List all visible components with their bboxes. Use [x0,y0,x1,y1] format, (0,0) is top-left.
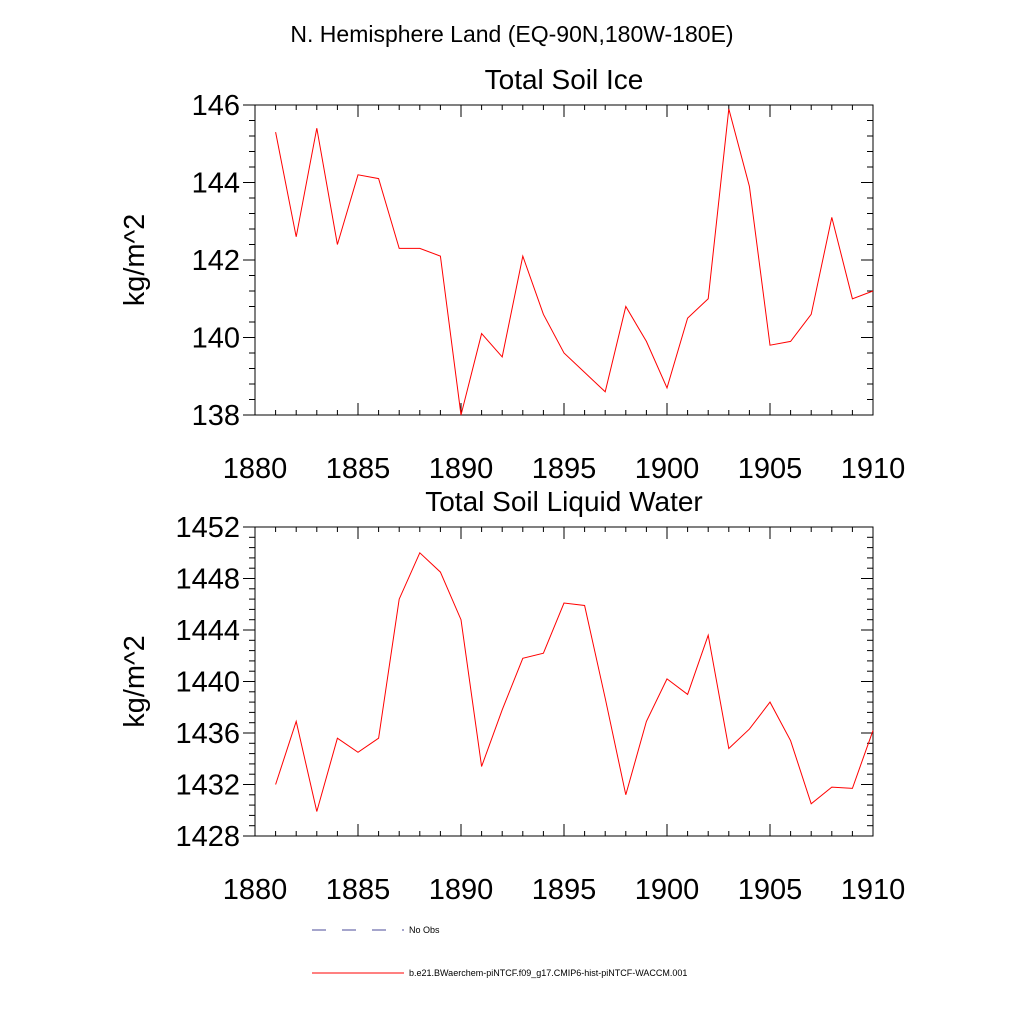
x-tick-label: 1885 [326,453,391,485]
x-tick-label: 1895 [532,453,597,485]
x-tick-label: 1895 [532,874,597,906]
y-tick-label: 140 [192,323,240,355]
y-tick-label: 1444 [175,615,240,647]
x-tick-label: 1885 [326,874,391,906]
series-line [275,551,874,812]
x-tick-label: 1910 [841,874,906,906]
x-tick-label: 1900 [635,874,700,906]
legend: No Obs b.e21.BWaerchem-piNTCF.f09_g17.CM… [312,925,687,978]
x-tick-label: 1890 [429,874,494,906]
y-tick-label: 142 [192,245,240,277]
y-tick-label: 1436 [175,718,240,750]
plot-frame [254,104,874,416]
legend-label-model: b.e21.BWaerchem-piNTCF.f09_g17.CMIP6-his… [409,968,687,978]
y-tick-label: 1448 [175,564,240,596]
x-tick-label: 1880 [223,453,288,485]
x-tick-label: 1905 [738,874,803,906]
figure-suptitle: N. Hemisphere Land (EQ-90N,180W-180E) [290,21,733,47]
x-tick-label: 1910 [841,453,906,485]
y-axis-label: kg/m^2 [119,214,151,307]
y-tick-label: 144 [192,168,240,200]
y-tick-label: 1428 [175,821,240,853]
plot-frame [254,526,874,837]
panel-total-soil-ice: Total Soil Ice 1880 1885 1890 1895 1900 1905 19… [119,64,905,485]
y-tick-label: 1452 [175,512,240,544]
x-tick-label: 1900 [635,453,700,485]
panel-total-soil-liquid-water: Total Soil Liquid Water 1880 1885 1890 1895 1… [119,486,905,906]
chart-title: Total Soil Liquid Water [425,486,703,517]
x-tick-label: 1880 [223,874,288,906]
chart-title: Total Soil Ice [485,64,644,95]
y-tick-label: 138 [192,400,240,432]
y-axis-label: kg/m^2 [119,635,151,728]
x-tick-label: 1905 [738,453,803,485]
series-line [275,108,874,416]
y-tick-label: 1440 [175,667,240,699]
y-tick-label: 1432 [175,770,240,802]
y-tick-label: 146 [192,90,240,122]
x-tick-label: 1890 [429,453,494,485]
legend-label-no-obs: No Obs [409,925,440,935]
